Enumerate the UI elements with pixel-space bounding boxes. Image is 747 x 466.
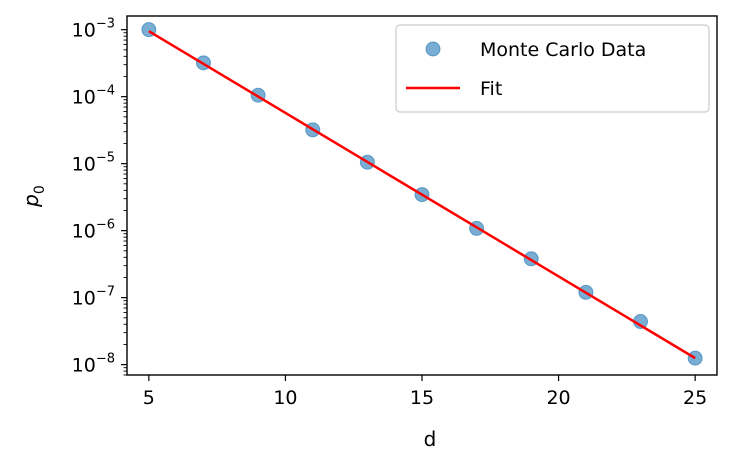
x-tick-label: 15 — [410, 387, 434, 409]
y-tick-label: 10−5 — [72, 151, 115, 176]
y-tick-label: 10−7 — [72, 285, 115, 310]
y-axis-label-main: p — [19, 194, 43, 208]
x-tick-label: 20 — [546, 387, 570, 409]
y-tick-label: 10−4 — [72, 84, 115, 109]
x-tick-label: 10 — [273, 387, 297, 409]
y-tick-label: 10−3 — [72, 17, 115, 42]
plot-area: 5 10 15 20 25 10−8 10−7 10−6 10−5 10−4 10−3 — [72, 15, 718, 409]
x-axis-ticks: 5 10 15 20 25 — [143, 375, 707, 409]
legend: Monte Carlo Data Fit — [395, 24, 710, 113]
y-axis-label: p0 — [19, 185, 48, 208]
y-tick-label: 10−6 — [72, 218, 115, 243]
fit-line — [148, 30, 696, 360]
x-tick-label: 25 — [683, 387, 707, 409]
legend-label-fit: Fit — [480, 78, 502, 100]
x-tick-label: 5 — [143, 387, 155, 409]
legend-marker-monte-carlo — [425, 41, 441, 57]
x-axis-label: d — [424, 427, 437, 451]
y-axis-label-subscript: 0 — [32, 185, 48, 194]
legend-label-monte-carlo: Monte Carlo Data — [480, 39, 646, 61]
y-tick-label: 10−8 — [72, 352, 115, 377]
legend-box — [395, 24, 710, 113]
y-axis-ticks: 10−8 10−7 10−6 10−5 10−4 10−3 — [72, 17, 127, 377]
series-layer — [141, 22, 703, 366]
